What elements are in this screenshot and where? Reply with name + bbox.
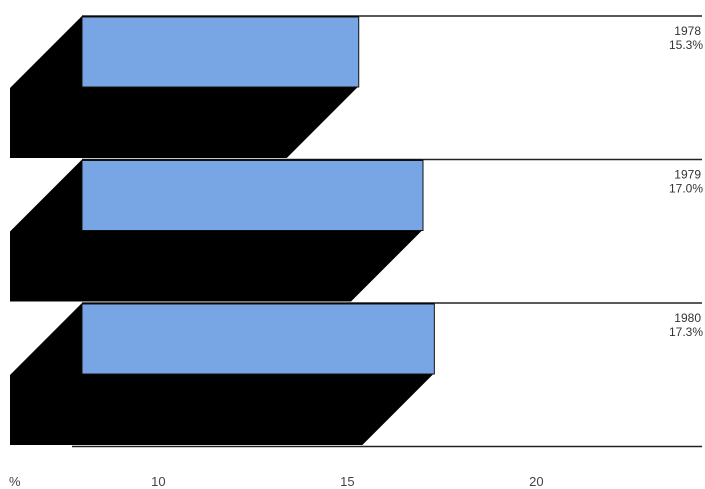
x-tick-label: 10 (151, 474, 165, 489)
value-label: 17.0% (669, 182, 703, 196)
bar (81, 160, 424, 231)
x-axis-unit-label: % (9, 474, 21, 489)
value-label: 17.3% (669, 325, 703, 339)
value-label: 15.3% (669, 38, 703, 52)
bar (81, 303, 435, 375)
x-tick-label: 15 (340, 474, 354, 489)
category-label: 1979 (674, 168, 701, 182)
bar (81, 16, 360, 88)
x-axis: % 10 15 20 (9, 474, 544, 489)
category-label: 1978 (674, 24, 701, 38)
x-tick-label: 20 (529, 474, 543, 489)
category-label: 1980 (674, 311, 701, 325)
